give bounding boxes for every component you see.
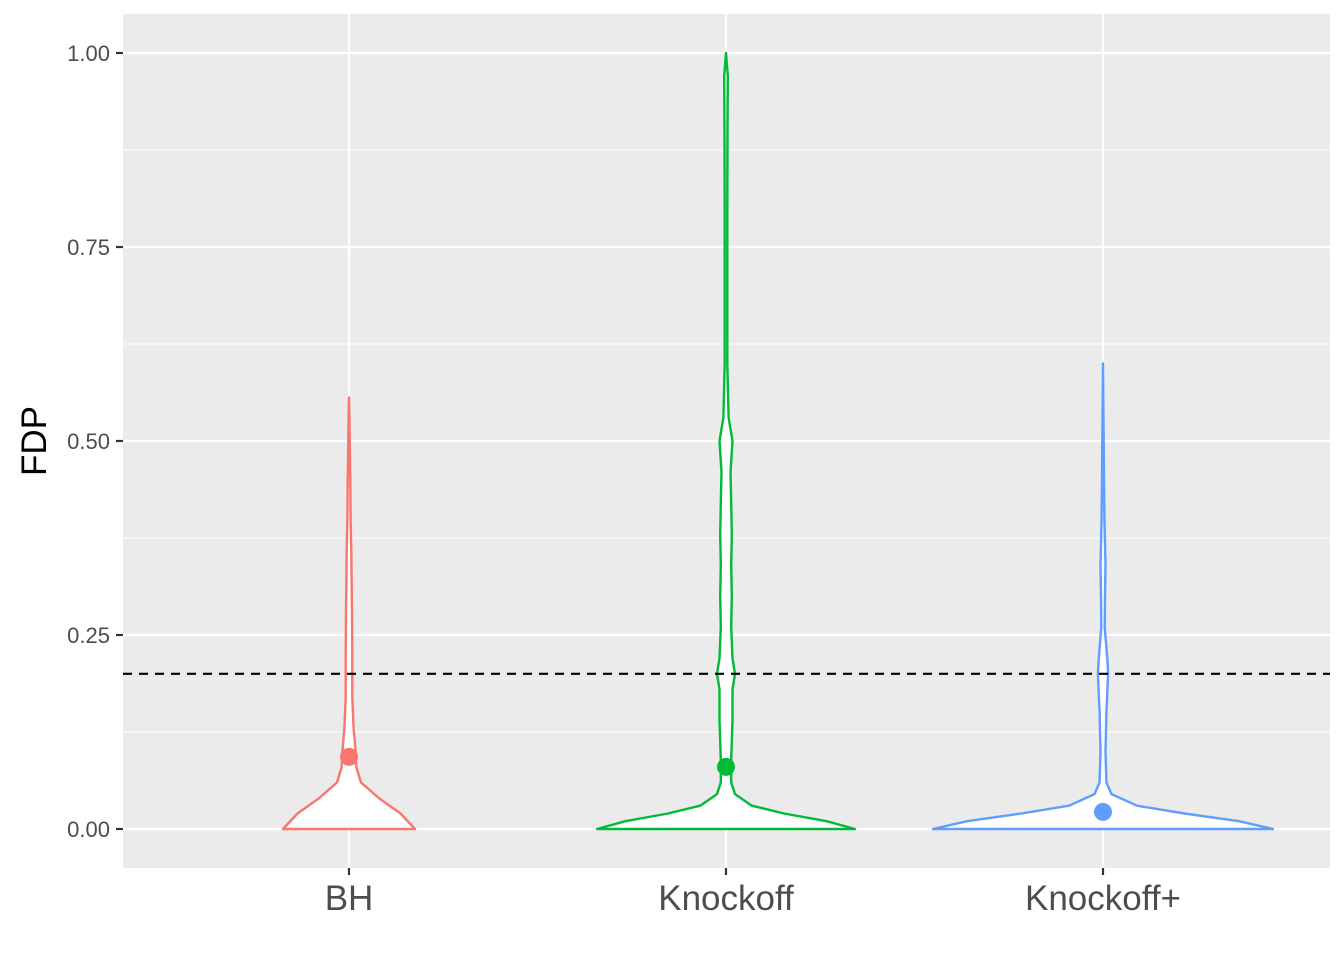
y-tick-label: 0.00 [67,817,110,842]
x-tick-label: Knockoff+ [1025,879,1181,918]
violin-bh [281,396,417,831]
y-tick-label: 0.75 [67,235,110,260]
mean-point [717,757,735,776]
violin-knockoff-plus [931,362,1275,831]
y-tick-label: 0.50 [67,429,110,454]
y-axis: 0.00 0.25 0.50 0.75 1.00 [67,41,123,842]
x-axis: BH Knockoff Knockoff+ [325,868,1181,918]
y-tick-label: 1.00 [67,41,110,66]
mean-point [340,747,358,766]
y-axis-title: FDP [15,406,54,476]
violins [281,51,1275,831]
violin-knockoff [595,51,857,831]
x-tick-label: BH [325,879,374,918]
violin-shape [931,362,1275,831]
x-tick-label: Knockoff [658,879,794,918]
violin-shape [595,51,857,831]
mean-point [1094,802,1112,821]
y-tick-label: 0.25 [67,623,110,648]
